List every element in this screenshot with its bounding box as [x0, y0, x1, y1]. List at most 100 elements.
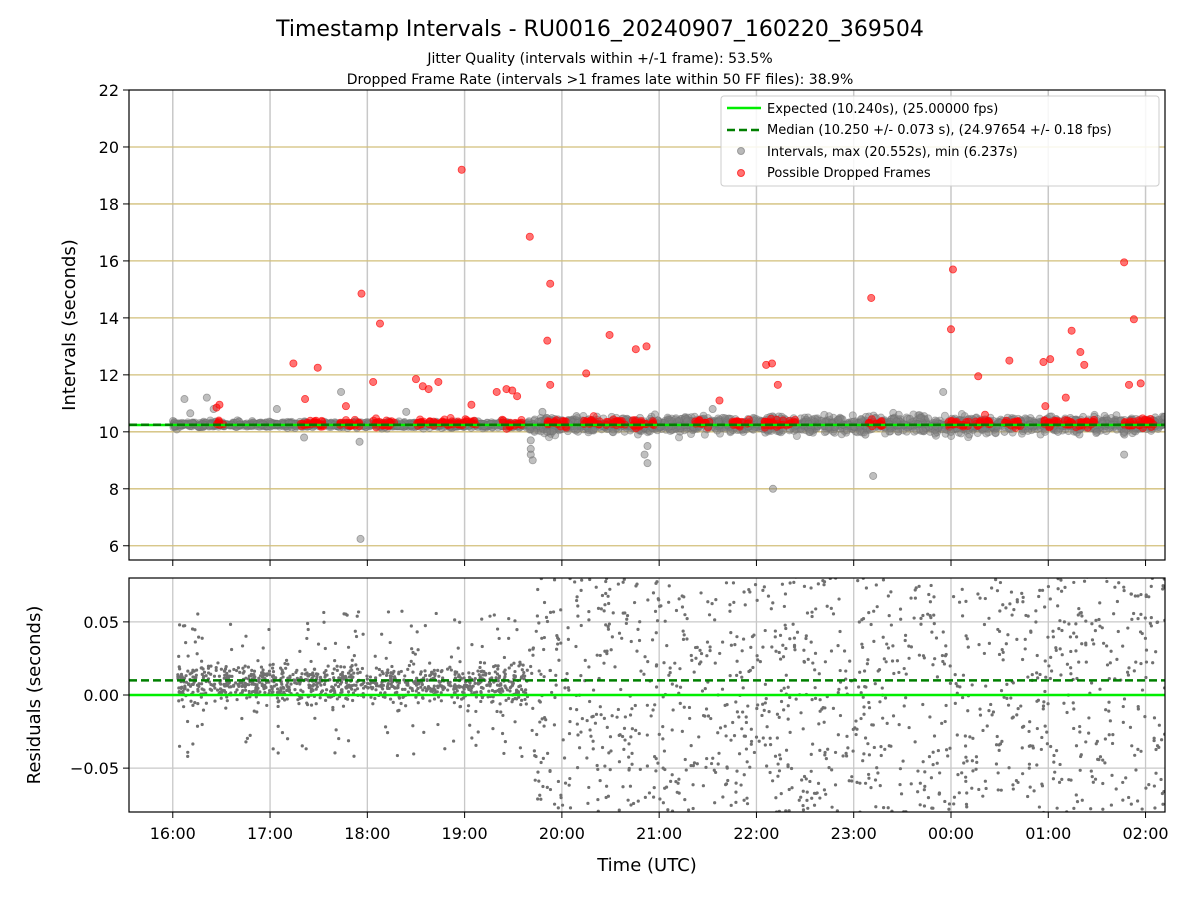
residual-point [628, 784, 633, 788]
residual-point [761, 736, 765, 740]
residual-point [267, 689, 272, 693]
residual-point [448, 665, 452, 669]
residual-point [575, 722, 579, 726]
residual-point [542, 675, 546, 679]
residual-point [756, 658, 760, 662]
residual-point [220, 690, 224, 694]
residual-point [788, 581, 792, 585]
residual-point [791, 622, 795, 626]
residual-point [1069, 649, 1073, 654]
residual-point [995, 589, 1000, 593]
residual-point [259, 671, 264, 675]
interval-point [918, 426, 927, 435]
residual-point [665, 644, 669, 648]
residual-point [1087, 716, 1091, 720]
residual-point [983, 596, 987, 601]
residual-point [342, 665, 346, 669]
residual-point [975, 760, 979, 764]
residual-point [204, 701, 208, 705]
residual-point [523, 674, 527, 678]
residual-point [217, 674, 222, 678]
residual-point [1089, 769, 1093, 773]
subtitle-jitter: Jitter Quality (intervals within +/-1 fr… [426, 51, 772, 67]
residual-point [556, 642, 560, 646]
y-tick-label: 20 [99, 138, 119, 157]
dropped-frame-point [974, 372, 983, 381]
residual-point [528, 648, 532, 652]
residual-point [948, 681, 953, 685]
residual-point [191, 668, 195, 672]
residual-point [600, 593, 605, 598]
residual-point [188, 672, 192, 676]
residual-point [1130, 744, 1134, 748]
residual-point [1035, 726, 1039, 731]
residual-point [1039, 747, 1043, 752]
residual-point [710, 602, 714, 606]
residual-point [193, 628, 197, 632]
residual-point [434, 611, 438, 616]
residual-point [724, 734, 728, 738]
residual-point [541, 784, 545, 789]
residual-point [1144, 660, 1149, 664]
residual-point [596, 767, 600, 771]
residual-point [395, 690, 399, 695]
residual-point [883, 747, 887, 751]
residual-point [804, 777, 808, 781]
residual-point [1122, 697, 1127, 701]
residual-point [568, 776, 572, 781]
residual-point [921, 702, 925, 707]
residual-point [562, 756, 567, 760]
residual-point [540, 636, 544, 640]
residual-point [878, 700, 882, 704]
residual-point [499, 682, 503, 686]
residual-point [235, 697, 239, 702]
residual-point [315, 675, 319, 679]
residual-point [656, 761, 660, 765]
dropped-frame-point [369, 416, 378, 425]
residual-point [591, 739, 595, 743]
residual-point [907, 656, 911, 660]
residual-point [380, 685, 384, 689]
residual-point [1036, 676, 1040, 680]
residual-point [462, 687, 466, 691]
residual-point [786, 704, 790, 708]
residual-point [389, 676, 393, 680]
residual-point [838, 668, 842, 673]
residual-point [851, 749, 855, 753]
residual-point [487, 671, 491, 675]
residual-point [403, 687, 407, 691]
residual-point [333, 659, 337, 663]
residual-point [470, 736, 474, 740]
residual-point [917, 584, 921, 588]
residual-point [742, 798, 746, 802]
residual-point [706, 600, 710, 604]
residual-point [240, 644, 245, 648]
residual-point [1043, 605, 1047, 609]
residual-point [655, 580, 659, 584]
residual-point [585, 756, 589, 760]
residual-point [314, 683, 318, 687]
residual-point [354, 634, 359, 639]
residual-point [1114, 787, 1118, 791]
interval-point [643, 442, 652, 451]
dropped-frame-point [981, 410, 990, 419]
residual-point [193, 701, 197, 705]
residual-point [303, 668, 307, 672]
residual-point [1052, 760, 1056, 764]
dropped-frame-point [525, 232, 534, 241]
residual-point [895, 659, 900, 663]
residual-point [670, 773, 674, 777]
residual-point [1139, 749, 1143, 753]
residual-point [929, 583, 933, 588]
interval-point [930, 429, 939, 438]
y-tick-label: 12 [99, 366, 119, 385]
residual-point [299, 675, 303, 680]
residual-point [610, 635, 614, 639]
residual-point [579, 674, 583, 678]
residual-point [1060, 628, 1064, 633]
residual-point [436, 668, 440, 672]
residual-point [978, 596, 982, 600]
dropped-frame-point [513, 392, 522, 401]
residual-point [193, 640, 197, 644]
residual-point [423, 624, 427, 628]
